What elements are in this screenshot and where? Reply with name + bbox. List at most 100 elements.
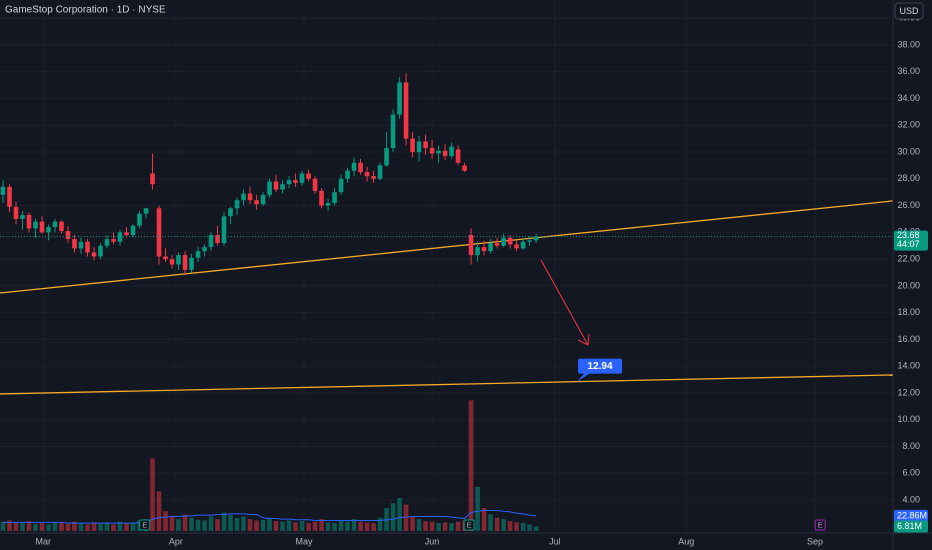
chart-title: GameStop Corporation · 1D · NYSE (5, 5, 166, 16)
volume-bar (507, 521, 513, 531)
volume-bar (332, 523, 337, 531)
volume-bar (150, 458, 155, 531)
volume-bar (319, 519, 324, 531)
candle-body (332, 192, 337, 203)
y-tick-label: 34.00 (897, 93, 920, 103)
volume-bar (26, 521, 32, 531)
volume-bar (0, 521, 6, 531)
candle-body (319, 190, 324, 206)
annotation-pointer (577, 372, 592, 382)
last-price-label: 23.68 (897, 230, 920, 240)
candle-body (39, 221, 45, 233)
candle-body (182, 255, 188, 270)
volume-bar (416, 519, 422, 531)
volume-bar (85, 524, 90, 531)
x-tick-label: Mar (36, 536, 52, 546)
candle-body (208, 235, 214, 248)
candle-body (33, 221, 38, 229)
candle-body (481, 247, 487, 252)
currency-button[interactable] (894, 2, 924, 20)
x-tick-label: Apr (169, 536, 183, 546)
candle-body (390, 114, 396, 149)
candle-body (176, 255, 181, 265)
candle-body (429, 148, 435, 154)
candle-body (91, 252, 97, 257)
candle-body (78, 241, 84, 249)
volume-bar (377, 517, 383, 531)
volume-bar (527, 524, 532, 531)
volume-bar (280, 521, 285, 531)
candle-body (442, 150, 448, 157)
earnings-label: E (818, 522, 823, 529)
candle-body (527, 240, 532, 242)
candle-body (358, 162, 363, 173)
candle-body (7, 186, 12, 207)
candle-body (397, 82, 402, 115)
volume-bar (364, 522, 370, 531)
candle-body (338, 178, 344, 193)
candle-body (111, 239, 116, 242)
volume-bar (20, 523, 25, 531)
candle-body (46, 227, 51, 233)
candle-body (13, 206, 19, 219)
volume-ma-box (894, 509, 928, 522)
y-tick-label: 20.00 (897, 280, 920, 290)
candle-body (410, 138, 415, 153)
candle-body (514, 244, 519, 249)
drawings (0, 200, 894, 395)
candle-body (215, 235, 220, 244)
volume-bar (345, 521, 350, 531)
candle-body (98, 245, 103, 257)
earnings-marker (463, 519, 475, 531)
candle-body (468, 235, 474, 256)
candle-body (280, 184, 285, 190)
candle-body (351, 162, 357, 171)
candle-body (423, 141, 428, 149)
candle-body (345, 170, 350, 179)
volume-bar (176, 519, 181, 531)
candle-body (189, 257, 194, 270)
volume-bar (215, 519, 220, 531)
earnings-marker (814, 519, 826, 531)
candle-body (436, 150, 441, 154)
candle-body (533, 236, 539, 241)
y-tick-label: 6.00 (902, 468, 920, 478)
volume-bar (306, 523, 311, 531)
volume-bar (312, 521, 318, 531)
candle-body (267, 181, 272, 195)
candle-body (260, 194, 266, 205)
volume-bar (241, 516, 246, 531)
x-tick-label: Jul (549, 536, 561, 546)
candle-body (293, 180, 298, 183)
candle-body (195, 251, 201, 258)
volume-bar (436, 523, 441, 531)
volume-bar (39, 523, 45, 531)
trend-line (0, 200, 894, 294)
candle-body (241, 193, 246, 201)
candle-body (26, 214, 32, 229)
candle-body (364, 172, 370, 177)
volume-bar (358, 521, 363, 531)
volume-bar (351, 519, 357, 531)
candle-body (273, 181, 279, 190)
candle-body (299, 173, 305, 183)
volume-ma-value: 22.86M (897, 510, 927, 520)
candle-body (202, 247, 207, 252)
candle-body (371, 176, 376, 179)
volume-bar (46, 524, 51, 531)
candle-body (377, 165, 383, 179)
candle-body (247, 193, 253, 201)
volume-bar (520, 523, 526, 531)
volume-bar (455, 521, 461, 531)
volume-bar (449, 523, 454, 531)
volume-bar (403, 504, 409, 531)
candle-body (228, 208, 233, 217)
volume-bar (299, 521, 305, 531)
currency-label[interactable]: USD (899, 6, 919, 16)
candle-body (85, 241, 90, 253)
candle-body (20, 214, 25, 219)
volume-bar (33, 523, 38, 531)
volume-bar (124, 523, 129, 531)
